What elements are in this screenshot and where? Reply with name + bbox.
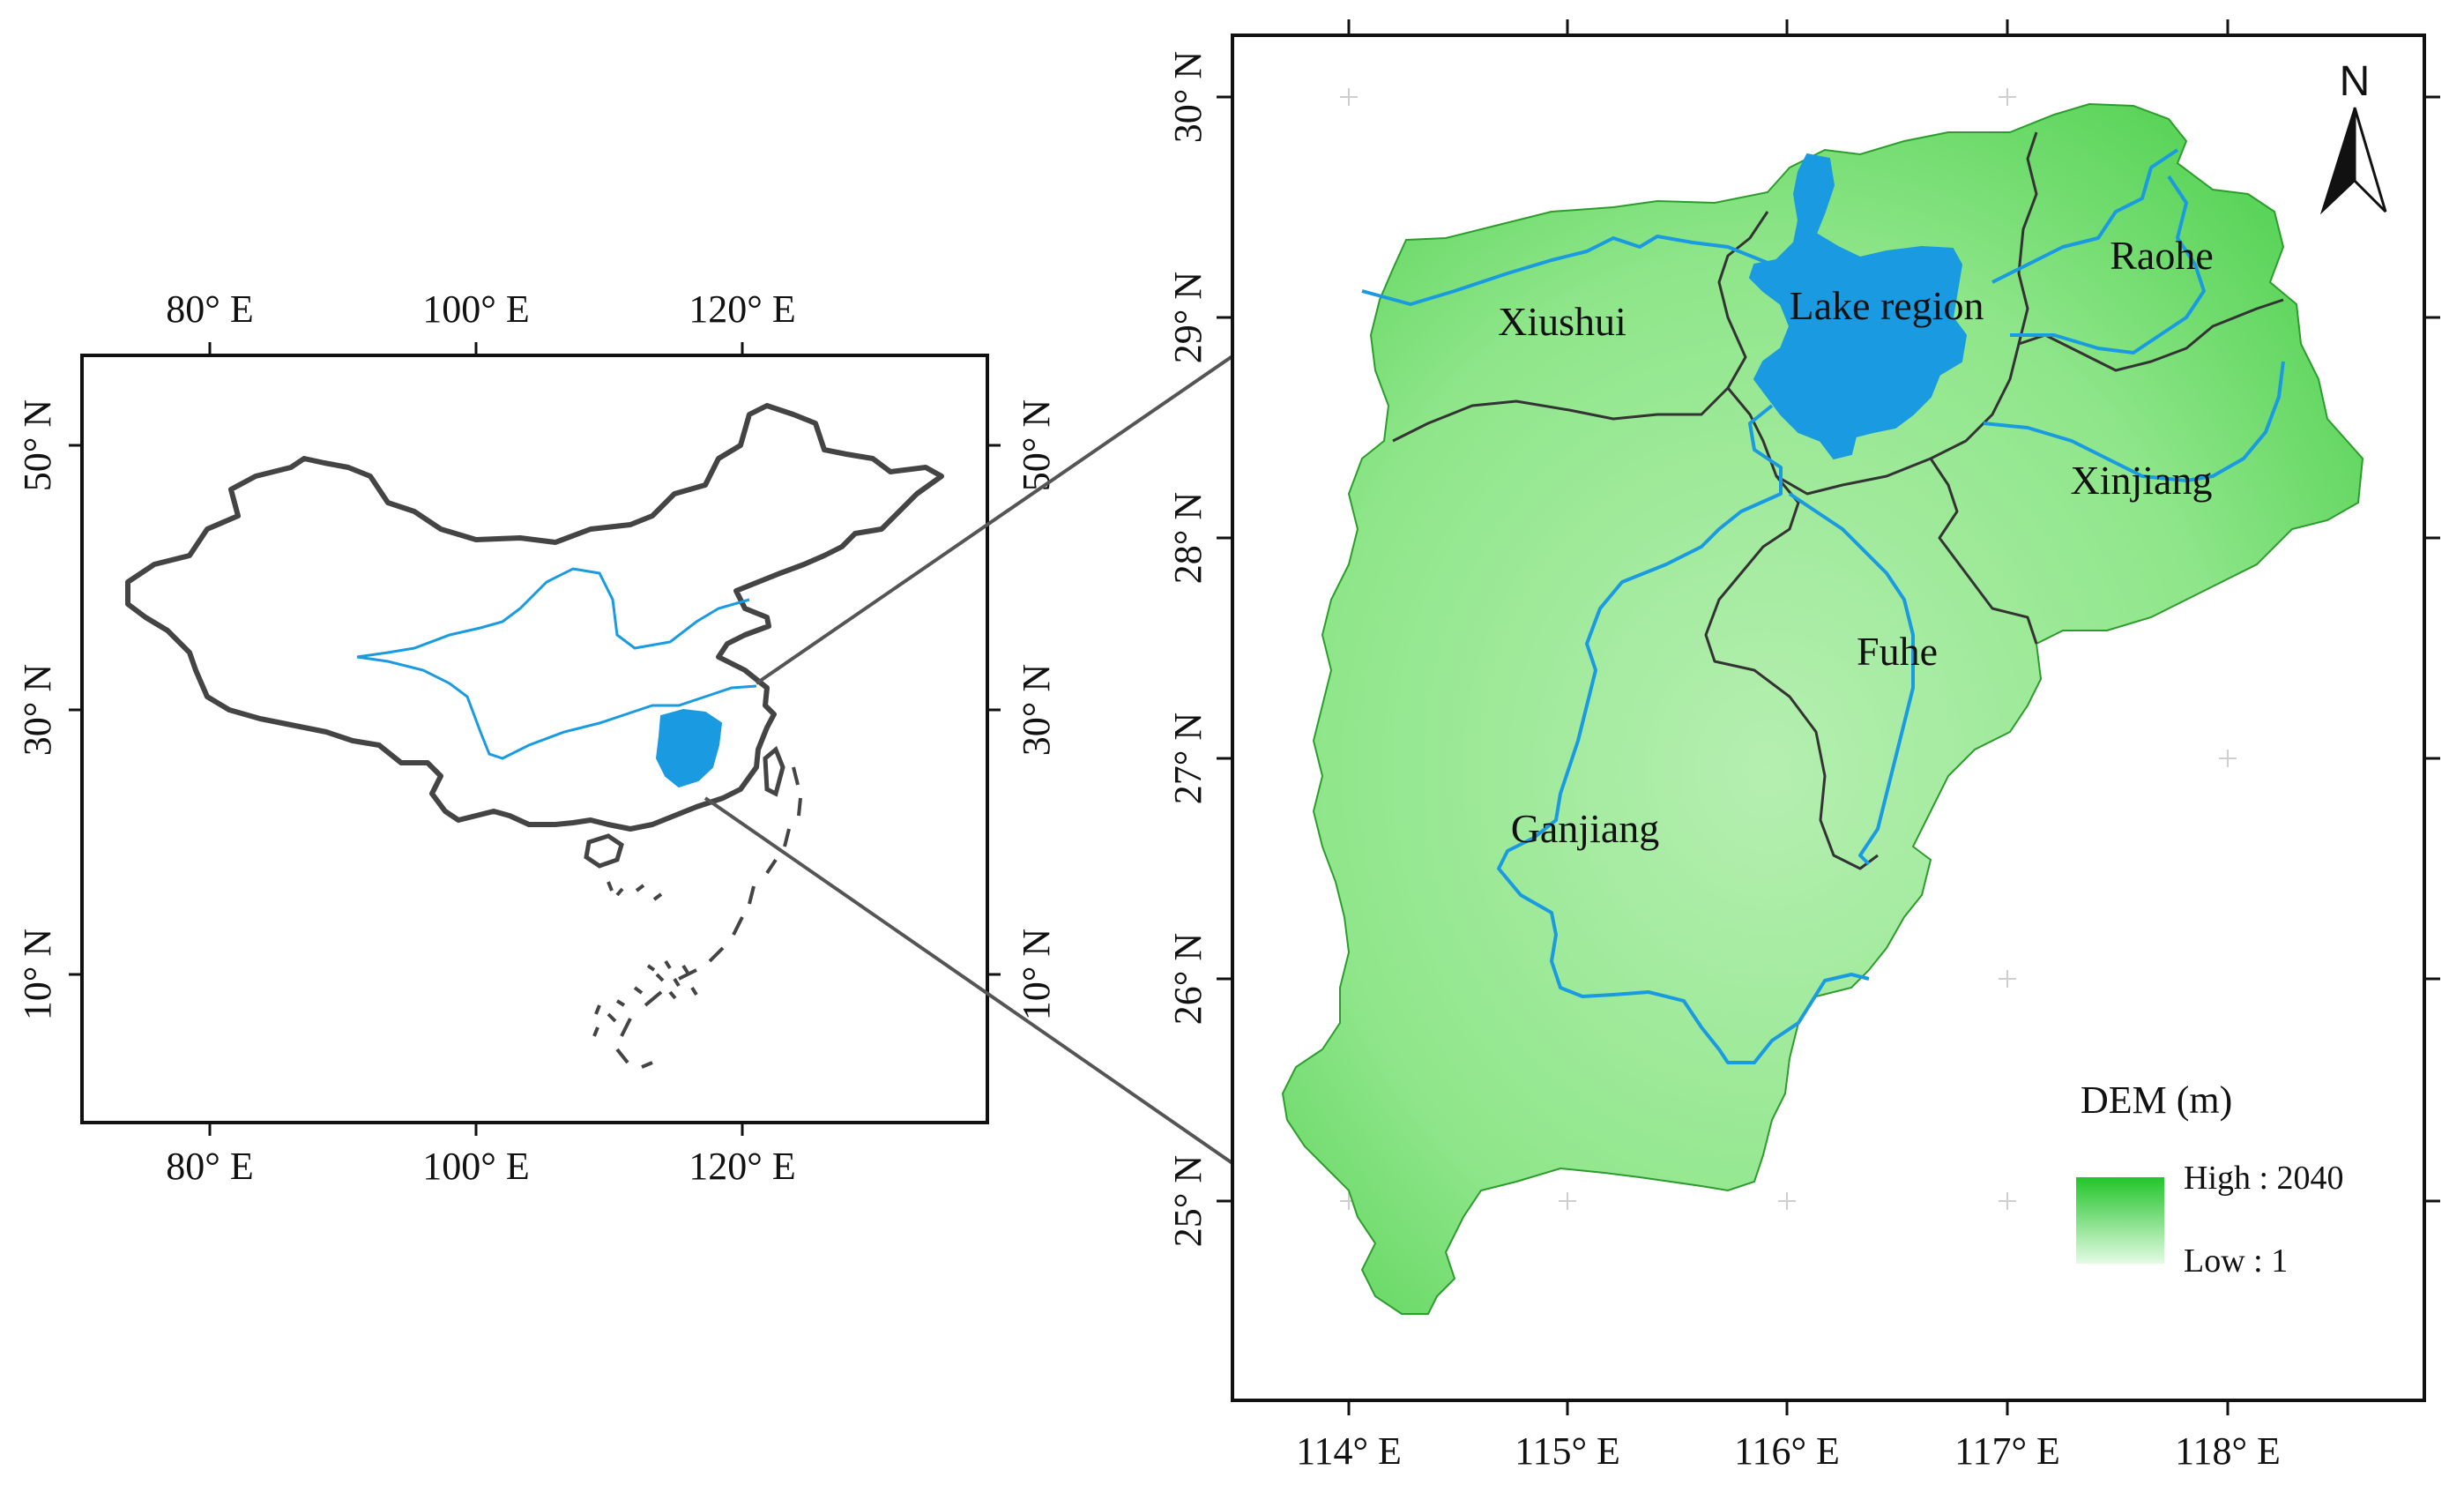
region-label-xiushui: Xiushui — [1498, 299, 1627, 344]
overview-lat-right-0: 50° N — [1015, 399, 1058, 491]
detail-tick-marks — [1217, 19, 2440, 1415]
region-label-raohe: Raohe — [2110, 233, 2214, 278]
detail-lat-5: 25° N — [1166, 1155, 1210, 1247]
detail-lon-3: 117° E — [1954, 1429, 2060, 1473]
taiwan-island — [763, 745, 785, 797]
rivers — [1361, 148, 2285, 1064]
overview-lon-bottom-0: 80° E — [166, 1145, 253, 1188]
overview-lat-right-1: 30° N — [1015, 664, 1058, 756]
detail-lon-1: 115° E — [1515, 1429, 1620, 1473]
legend-high-label: High : 2040 — [2184, 1160, 2344, 1197]
legend-low-label: Low : 1 — [2184, 1242, 2288, 1280]
china-outline — [125, 403, 944, 832]
xiushui-river — [1361, 235, 1773, 306]
detail-lat-3: 27° N — [1166, 713, 1210, 804]
overview-lat-left-0: 50° N — [16, 399, 59, 491]
detail-map: 114° E 115° E 116° E 117° E 118° E 30° N… — [1166, 19, 2440, 1473]
subbasin-boundaries — [1392, 131, 2284, 870]
raohe-river — [1991, 148, 2206, 354]
region-label-lake-region: Lake region — [1790, 283, 1984, 328]
north-arrow: N — [2319, 58, 2387, 215]
region-label-fuhe: Fuhe — [1857, 629, 1938, 674]
overview-lat-right-2: 10° N — [1015, 929, 1058, 1020]
yellow-river — [356, 567, 750, 659]
detail-lat-4: 26° N — [1166, 933, 1210, 1025]
xinjiang-river — [1983, 361, 2285, 482]
north-arrow-label: N — [2340, 58, 2371, 105]
overview-lon-bottom-1: 100° E — [422, 1145, 529, 1188]
overview-map: 80° E 100° E 120° E 80° E 100° E 120° E … — [16, 287, 1058, 1188]
hainan-island — [584, 833, 624, 869]
detail-lon-4: 118° E — [2175, 1429, 2281, 1473]
detail-lat-2: 28° N — [1166, 492, 1210, 584]
fuhe-river — [1788, 492, 1915, 866]
detail-lat-1: 29° N — [1166, 272, 1210, 363]
detail-lon-0: 114° E — [1296, 1429, 1402, 1473]
region-label-xinjiang: Xinjiang — [2071, 458, 2213, 503]
legend-color-ramp — [2076, 1177, 2164, 1264]
detail-lat-0: 30° N — [1166, 51, 1210, 143]
legend-title: DEM (m) — [2081, 1078, 2232, 1122]
poyang-lake — [1748, 153, 1968, 460]
overview-lat-left-2: 10° N — [16, 929, 59, 1020]
ganjiang-river — [1497, 404, 1870, 1064]
south-china-sea-islands — [592, 766, 802, 1069]
overview-tick-marks — [69, 342, 1001, 1136]
overview-lat-left-1: 30° N — [16, 664, 59, 756]
jiangxi-highlight — [655, 708, 723, 788]
north-arrow-right-half — [2353, 107, 2387, 213]
dem-legend: DEM (m) High : 2040 Low : 1 — [2076, 1078, 2344, 1280]
overview-lon-top-2: 120° E — [689, 287, 795, 331]
overview-lon-bottom-2: 120° E — [689, 1145, 795, 1188]
overview-lon-top-0: 80° E — [166, 287, 253, 331]
region-label-ganjiang: Ganjiang — [1511, 806, 1660, 851]
yangtze-river — [356, 655, 757, 760]
detail-lon-2: 116° E — [1734, 1429, 1840, 1473]
overview-lon-top-1: 100° E — [422, 287, 529, 331]
